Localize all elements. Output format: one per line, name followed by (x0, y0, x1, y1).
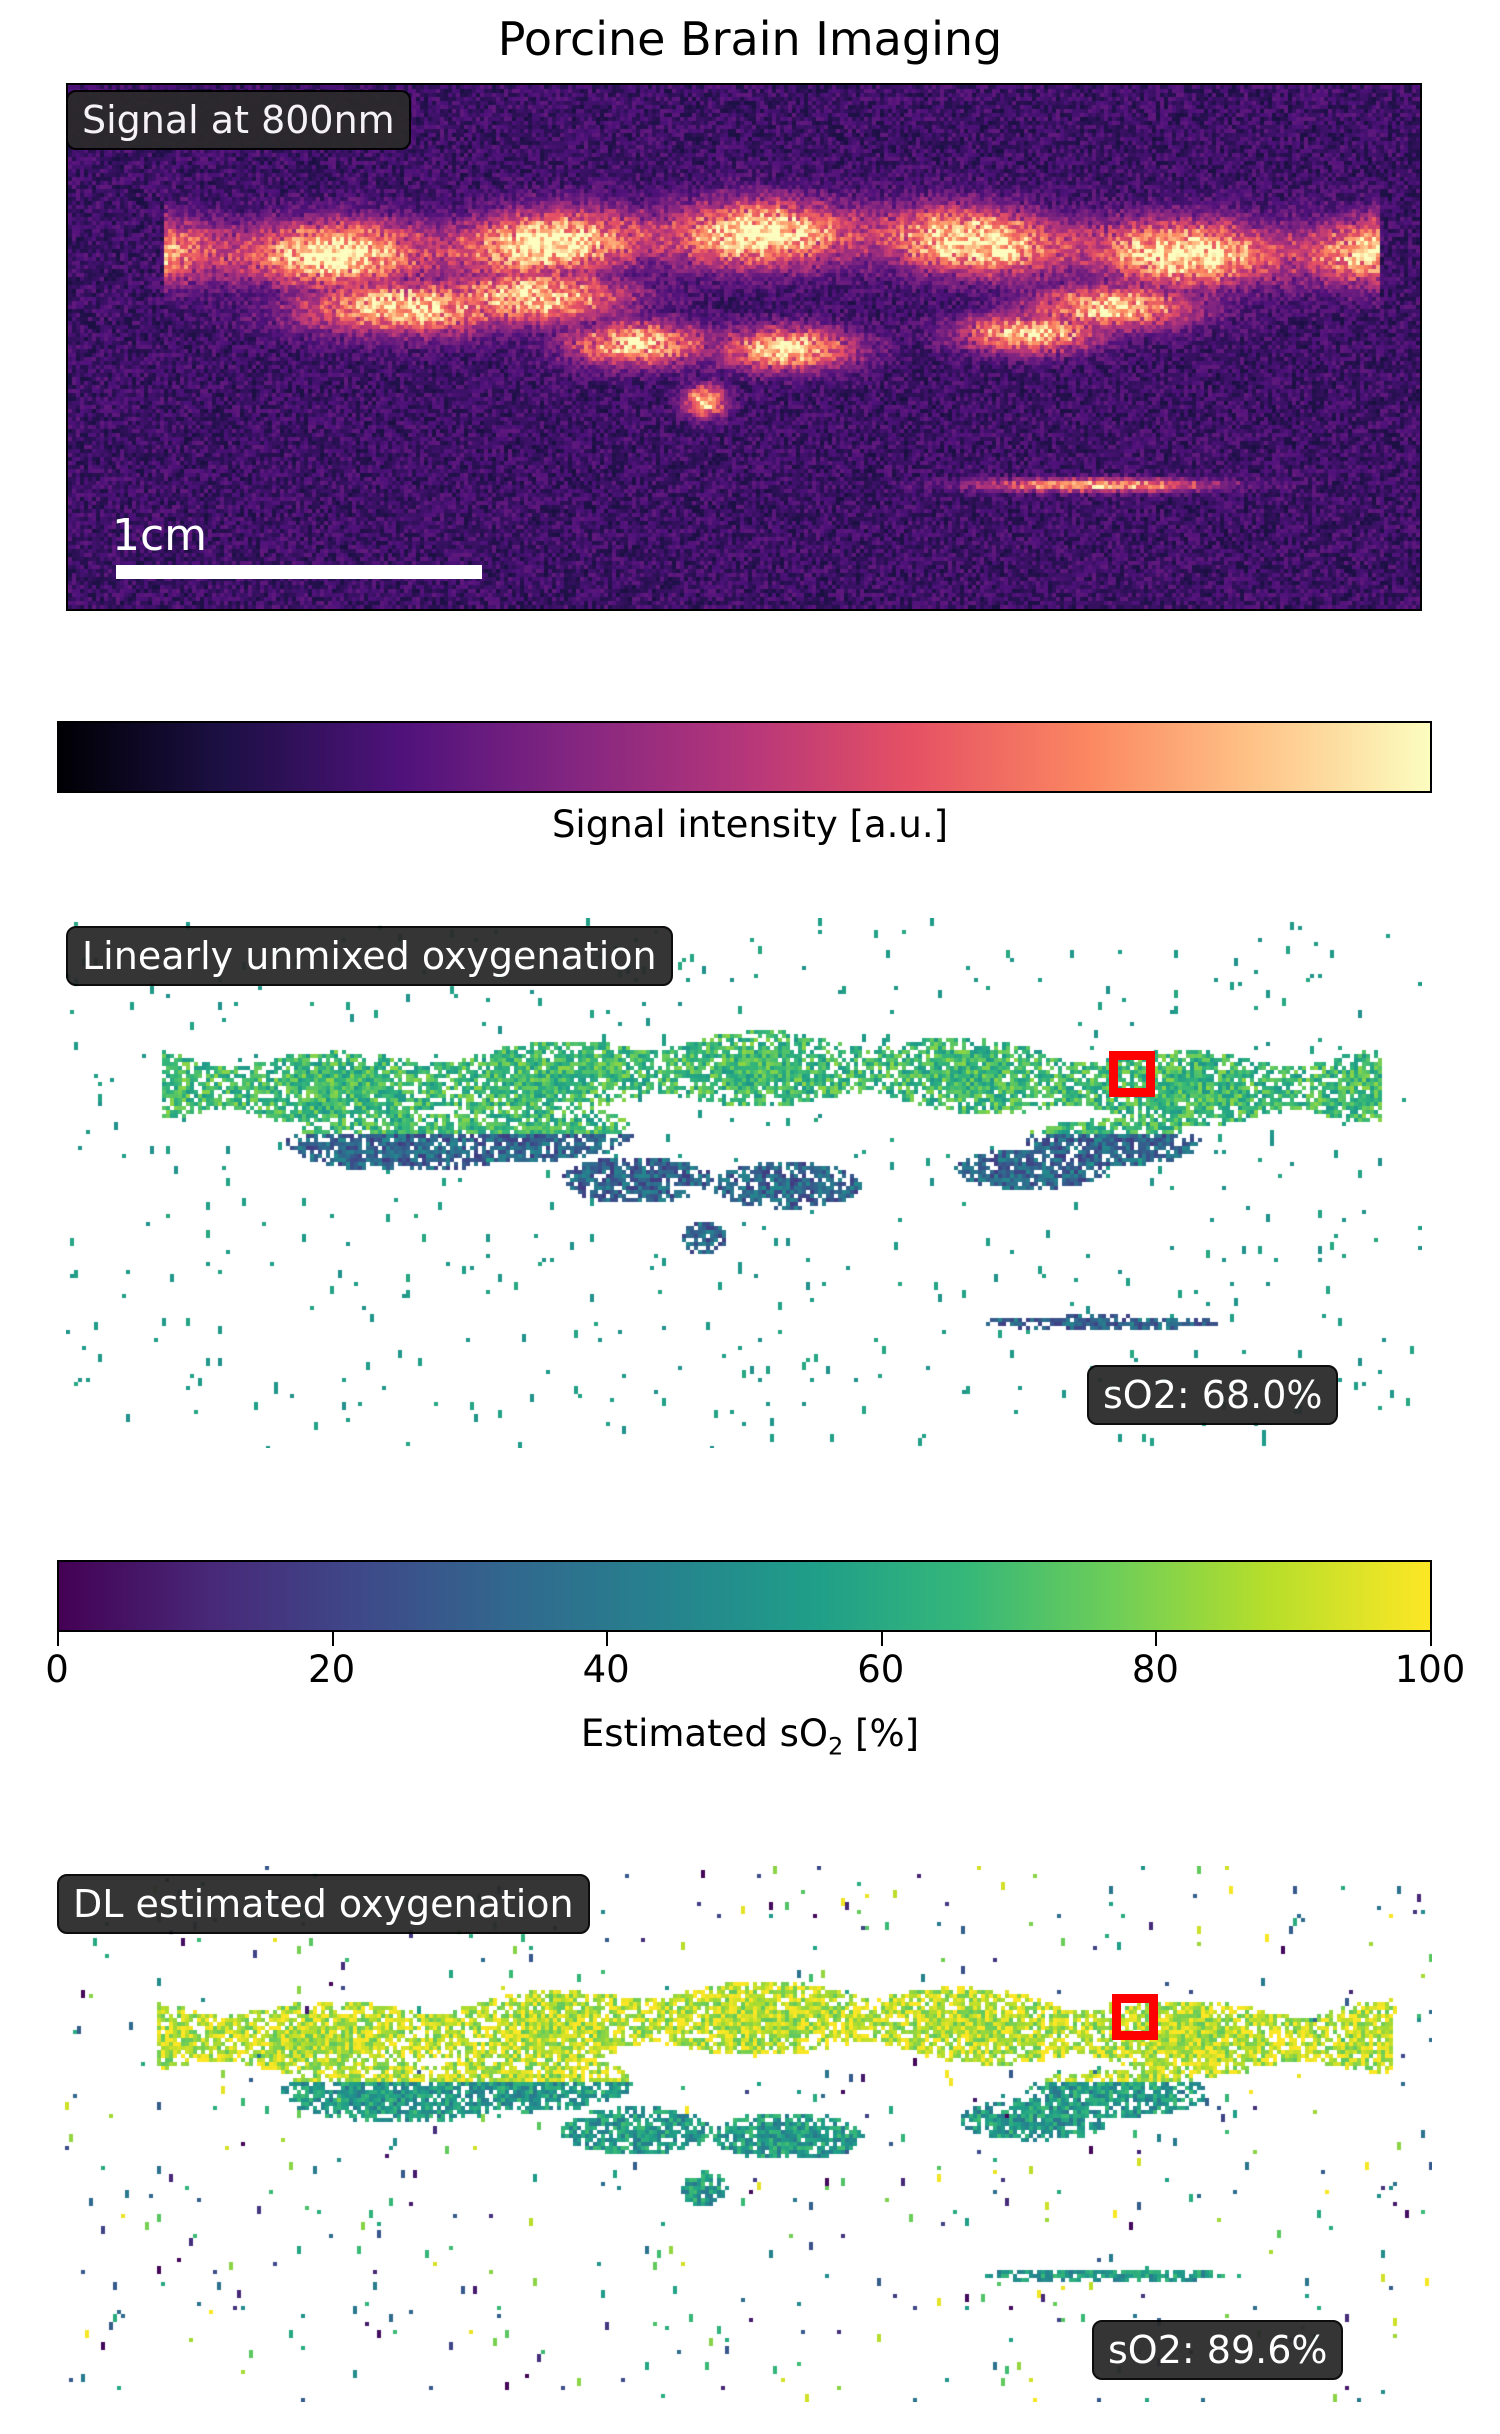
dl-so2-readout: sO2: 89.6% (1092, 2320, 1344, 2380)
signal-image-panel: 1cm (66, 83, 1422, 611)
linear-panel-label: Linearly unmixed oxygenation (66, 926, 673, 986)
signal-panel-label: Signal at 800nm (66, 90, 411, 150)
so2-label-suffix: [%] (843, 1712, 920, 1755)
dl-oxygenation-panel (57, 1866, 1432, 2402)
colorbar-tick-label: 80 (1131, 1648, 1179, 1691)
figure-title: Porcine Brain Imaging (497, 12, 1003, 66)
linear-so2-readout: sO2: 68.0% (1087, 1365, 1339, 1425)
roi-marker-linear (1109, 1051, 1155, 1097)
so2-label-prefix: Estimated sO (580, 1712, 828, 1755)
colorbar-tick (1155, 1632, 1158, 1646)
so2-label-sub: 2 (827, 1732, 844, 1761)
colorbar-tick (57, 1632, 59, 1646)
colorbar-tick (606, 1632, 609, 1646)
signal-colorbar (57, 721, 1432, 793)
colorbar-tick-label: 0 (45, 1648, 69, 1691)
linear-oxygenation-heatmap (66, 918, 1422, 1448)
dl-panel-label: DL estimated oxygenation (57, 1874, 590, 1934)
signal-heatmap (68, 85, 1420, 609)
linear-oxygenation-panel (66, 918, 1422, 1448)
scale-bar-label: 1cm (112, 510, 208, 561)
colorbar-tick (1430, 1632, 1432, 1646)
scale-bar (116, 565, 482, 579)
so2-colorbar (57, 1560, 1432, 1632)
colorbar-tick-label: 40 (582, 1648, 630, 1691)
signal-colorbar-label: Signal intensity [a.u.] (551, 803, 949, 846)
so2-colorbar-label: Estimated sO2 [%] (0, 1712, 1500, 1760)
colorbar-tick-label: 100 (1394, 1648, 1466, 1691)
colorbar-tick-label: 60 (857, 1648, 905, 1691)
roi-marker-dl (1112, 1994, 1158, 2040)
dl-oxygenation-heatmap (57, 1866, 1432, 2402)
colorbar-tick (331, 1632, 334, 1646)
colorbar-tick-label: 20 (308, 1648, 356, 1691)
colorbar-tick (880, 1632, 883, 1646)
